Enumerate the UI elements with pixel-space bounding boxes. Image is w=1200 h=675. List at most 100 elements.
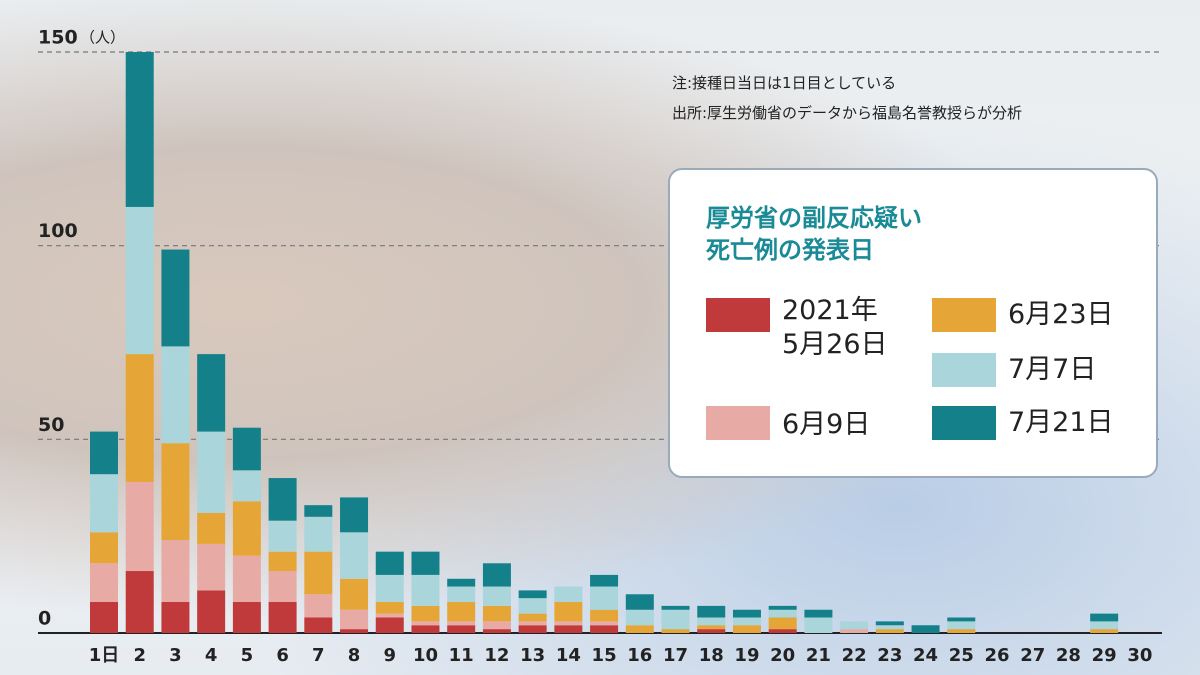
x-tick-label: 27 xyxy=(1020,645,1045,666)
bar-segment xyxy=(161,602,190,633)
bar-segment xyxy=(590,586,619,610)
bar-segment xyxy=(232,602,261,633)
bar-segment xyxy=(911,625,940,633)
bar-segment xyxy=(304,551,333,595)
bar-segment xyxy=(304,617,333,633)
bar-segment xyxy=(268,571,297,603)
note: 出所:厚生労働省のデータから福島名誉教授らが分析 xyxy=(672,104,1023,122)
bar-segment xyxy=(197,431,226,513)
bar-segment xyxy=(661,605,690,610)
x-tick-label: 5 xyxy=(241,645,254,666)
bar-segment xyxy=(447,602,476,622)
bar-segment xyxy=(375,602,404,614)
bar-segment xyxy=(804,617,833,633)
bar-segment xyxy=(125,52,154,207)
y-tick-label: 100 xyxy=(38,220,78,242)
bar-segment xyxy=(947,617,976,622)
bar-segment xyxy=(375,617,404,633)
bar-segment xyxy=(197,590,226,633)
legend-label: 7月21日 xyxy=(1008,407,1114,438)
bar-segment xyxy=(125,354,154,482)
bar-segment xyxy=(161,540,190,603)
bar-segment xyxy=(90,602,118,633)
bar-segment xyxy=(804,609,833,618)
bar-segment xyxy=(482,605,511,622)
x-tick-label: 18 xyxy=(699,645,724,666)
bar-segment xyxy=(554,625,583,633)
legend-title: 死亡例の発表日 xyxy=(706,236,874,264)
bar-segment xyxy=(340,532,369,579)
bar-segment xyxy=(1090,613,1119,622)
bar-segment xyxy=(590,625,619,633)
y-tick-label: 50 xyxy=(38,414,64,436)
bar-segment xyxy=(447,625,476,633)
legend-label: 6月9日 xyxy=(782,409,871,440)
bar-segment xyxy=(411,605,440,622)
bar-segment xyxy=(768,609,797,618)
y-tick-label: 0 xyxy=(38,608,51,630)
bar-segment xyxy=(161,443,190,541)
bar-segment xyxy=(661,609,690,630)
bar-segment xyxy=(340,629,369,633)
bar-segment xyxy=(518,625,547,633)
legend-swatch xyxy=(932,298,996,332)
bar-segment xyxy=(482,629,511,633)
bar-segment xyxy=(518,598,547,614)
bar-segment xyxy=(590,574,619,587)
x-tick-label: 25 xyxy=(949,645,974,666)
bar-segment xyxy=(232,470,261,502)
bar-segment xyxy=(125,571,154,633)
bar-segment xyxy=(697,629,726,633)
x-tick-label: 8 xyxy=(348,645,361,666)
bar-segment xyxy=(375,574,404,603)
bar-segment xyxy=(125,206,154,355)
bar-segment xyxy=(482,563,511,587)
x-tick-label: 13 xyxy=(520,645,545,666)
legend-label: 7月7日 xyxy=(1008,354,1097,385)
legend-title: 厚労省の副反応疑い xyxy=(706,204,922,232)
x-tick-label: 20 xyxy=(770,645,795,666)
bar-segment xyxy=(732,609,761,618)
bar-segment xyxy=(161,249,190,347)
bar-segment xyxy=(125,481,154,572)
x-tick-label: 11 xyxy=(449,645,474,666)
bar-segment xyxy=(518,613,547,622)
bar-segment xyxy=(947,621,976,630)
x-tick-label: 26 xyxy=(984,645,1009,666)
bar-segment xyxy=(661,629,690,633)
bar-segment xyxy=(840,621,869,630)
x-tick-label: 14 xyxy=(556,645,581,666)
bar-segment xyxy=(304,516,333,552)
bar-segment xyxy=(375,613,404,618)
x-tick-label: 30 xyxy=(1127,645,1152,666)
bar-segment xyxy=(375,551,404,575)
bar-segment xyxy=(90,431,118,475)
bar-segment xyxy=(90,563,118,603)
x-tick-label: 22 xyxy=(842,645,867,666)
x-tick-label: 29 xyxy=(1092,645,1117,666)
y-unit: （人） xyxy=(80,29,125,47)
bar-segment xyxy=(1090,621,1119,630)
bar-segment xyxy=(697,625,726,630)
bar-segment xyxy=(625,625,654,633)
bar-segment xyxy=(447,621,476,626)
x-tick-label: 15 xyxy=(592,645,617,666)
bar-segment xyxy=(232,501,261,556)
legend-swatch xyxy=(932,353,996,387)
bar-segment xyxy=(268,602,297,633)
x-tick-label: 12 xyxy=(484,645,509,666)
bar-segment xyxy=(304,505,333,517)
bar-segment xyxy=(411,621,440,626)
bar-segment xyxy=(268,478,297,521)
bar-segment xyxy=(90,532,118,564)
x-tick-label: 28 xyxy=(1056,645,1081,666)
bar-segment xyxy=(590,621,619,626)
bar-segment xyxy=(232,427,261,471)
bar-segment xyxy=(411,551,440,575)
bar-segment xyxy=(590,609,619,622)
x-tick-label: 4 xyxy=(205,645,218,666)
bar-segment xyxy=(197,512,226,544)
bar-segment xyxy=(411,625,440,633)
bar-segment xyxy=(232,555,261,603)
